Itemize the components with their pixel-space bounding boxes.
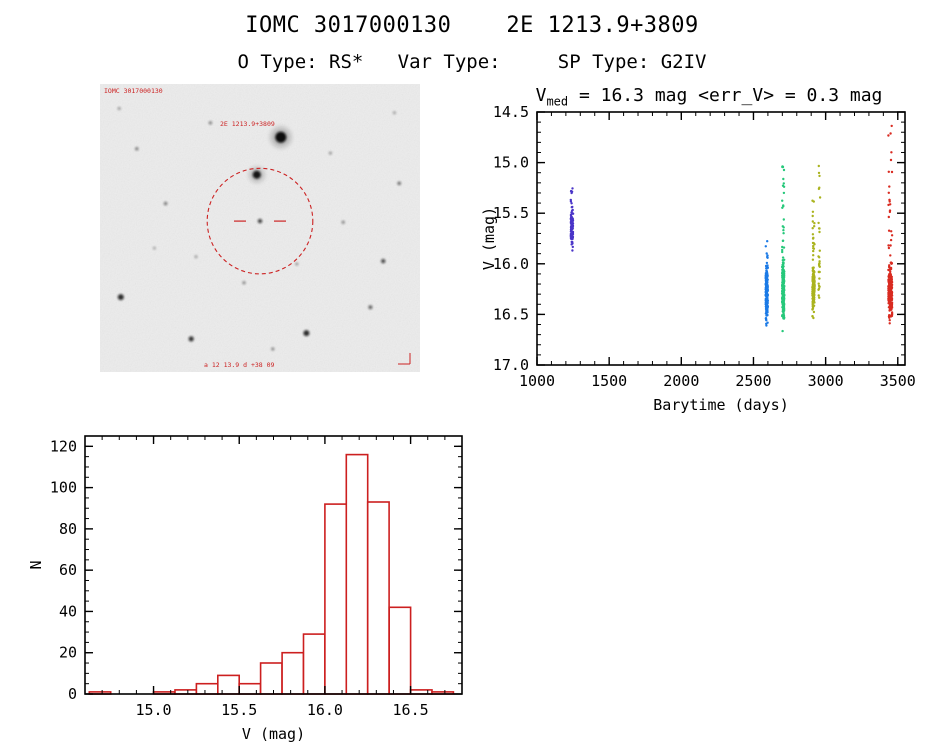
svg-text:2000: 2000 (663, 372, 699, 390)
hist-bar (281, 651, 305, 695)
chart-id-label: IOMC 3017000130 (104, 87, 163, 95)
finding-chart: IOMC 3017000130 2E 1213.9+3809 a 12 13.9 d… (100, 84, 420, 372)
svg-text:100: 100 (50, 479, 77, 497)
y-axis-label: V (mag) (480, 207, 498, 270)
histogram-bars (88, 453, 455, 695)
x-axis-label: Barytime (days) (653, 396, 788, 414)
svg-text:80: 80 (59, 520, 77, 538)
starfield: IOMC 3017000130 2E 1213.9+3809 a 12 13.9 d… (100, 84, 420, 372)
svg-text:20: 20 (59, 644, 77, 662)
page-subtitle: O Type: RS* Var Type: SP Type: G2IV (237, 51, 707, 73)
lightcurve-title: Vmed = 16.3 mag <err_V> = 0.3 mag (478, 85, 940, 109)
svg-text:16.5: 16.5 (393, 701, 429, 719)
target-circle (206, 167, 314, 275)
axes: 15.0 15.5 16.0 16.5 0 20 40 60 80 100 120 V (mag) N (27, 435, 463, 743)
svg-text:1000: 1000 (519, 372, 555, 390)
vmed-value: = 16.3 mag <err_V> = 0.3 mag (568, 85, 883, 106)
source-name-label: 2E 1213.9+3809 (220, 120, 275, 128)
svg-text:120: 120 (50, 437, 77, 455)
svg-text:14.5: 14.5 (493, 103, 529, 121)
hist-bar (195, 682, 219, 695)
stars (117, 106, 402, 351)
cluster-epoch-4 (811, 199, 816, 320)
svg-text:3000: 3000 (808, 372, 844, 390)
hist-bar (388, 606, 412, 695)
svg-text:0: 0 (68, 685, 77, 703)
page-title: IOMC 3017000130 2E 1213.9+3809 (245, 13, 699, 38)
svg-text:60: 60 (59, 561, 77, 579)
svg-text:16.0: 16.0 (493, 255, 529, 273)
lightcurve-plot: 1000 1500 2000 2500 3000 3500 14.5 15.0 15.5 16.0… (480, 103, 916, 414)
cluster-epoch-5 (887, 124, 894, 325)
axes: 1000 1500 2000 2500 3000 3500 14.5 15.0 15.5 16.0… (480, 103, 916, 414)
hist-bar (238, 682, 262, 695)
cluster-epoch-3 (780, 165, 786, 333)
svg-text:17.0: 17.0 (493, 356, 529, 374)
hist-bar (302, 633, 326, 695)
magnitude-histogram: 15.0 15.5 16.0 16.5 0 20 40 60 80 100 120 V (mag) N (27, 435, 463, 743)
svg-text:2500: 2500 (735, 372, 771, 390)
vmed-symbol: V (535, 85, 547, 106)
vmed-subscript: med (546, 94, 569, 109)
hist-bar (366, 501, 390, 695)
svg-text:15.0: 15.0 (493, 154, 529, 172)
svg-text:16.5: 16.5 (493, 305, 529, 323)
hist-bar (259, 662, 283, 695)
cluster-epoch-1 (569, 187, 575, 252)
svg-text:3500: 3500 (880, 372, 916, 390)
svg-text:1500: 1500 (591, 372, 627, 390)
hist-bar (345, 453, 369, 695)
svg-text:40: 40 (59, 602, 77, 620)
cluster-epoch-2 (764, 240, 769, 327)
finding-chart-image: IOMC 3017000130 2E 1213.9+3809 a 12 13.9 d… (100, 84, 420, 372)
x-axis-label: V (mag) (242, 725, 305, 743)
lightcurve-points (569, 124, 894, 333)
y-axis-label: N (27, 560, 45, 569)
svg-text:15.5: 15.5 (493, 204, 529, 222)
svg-text:15.5: 15.5 (221, 701, 257, 719)
hist-bar (217, 674, 241, 695)
hist-bar (324, 503, 348, 695)
cluster-epoch-4b (817, 164, 822, 299)
coordinates-label: a 12 13.9 d +38 09 (204, 361, 275, 369)
svg-text:15.0: 15.0 (135, 701, 171, 719)
svg-text:16.0: 16.0 (307, 701, 343, 719)
